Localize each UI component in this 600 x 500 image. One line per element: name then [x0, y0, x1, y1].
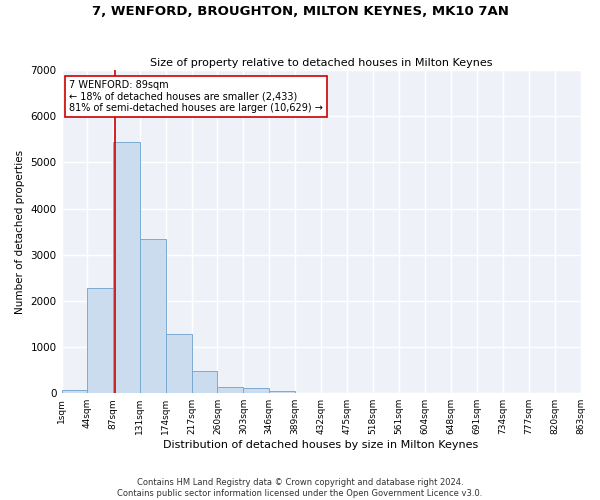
Bar — [191, 370, 217, 393]
Text: 7, WENFORD, BROUGHTON, MILTON KEYNES, MK10 7AN: 7, WENFORD, BROUGHTON, MILTON KEYNES, MK… — [92, 5, 508, 18]
Text: Contains HM Land Registry data © Crown copyright and database right 2024.
Contai: Contains HM Land Registry data © Crown c… — [118, 478, 482, 498]
Text: 7 WENFORD: 89sqm
← 18% of detached houses are smaller (2,433)
81% of semi-detach: 7 WENFORD: 89sqm ← 18% of detached house… — [70, 80, 323, 113]
Bar — [166, 334, 191, 393]
Bar — [269, 390, 295, 393]
X-axis label: Distribution of detached houses by size in Milton Keynes: Distribution of detached houses by size … — [163, 440, 479, 450]
Bar — [62, 390, 88, 393]
Bar — [113, 142, 140, 393]
Bar — [88, 288, 113, 393]
Bar — [244, 388, 269, 393]
Bar — [217, 386, 244, 393]
Bar — [140, 238, 166, 393]
Title: Size of property relative to detached houses in Milton Keynes: Size of property relative to detached ho… — [150, 58, 492, 68]
Y-axis label: Number of detached properties: Number of detached properties — [15, 150, 25, 314]
